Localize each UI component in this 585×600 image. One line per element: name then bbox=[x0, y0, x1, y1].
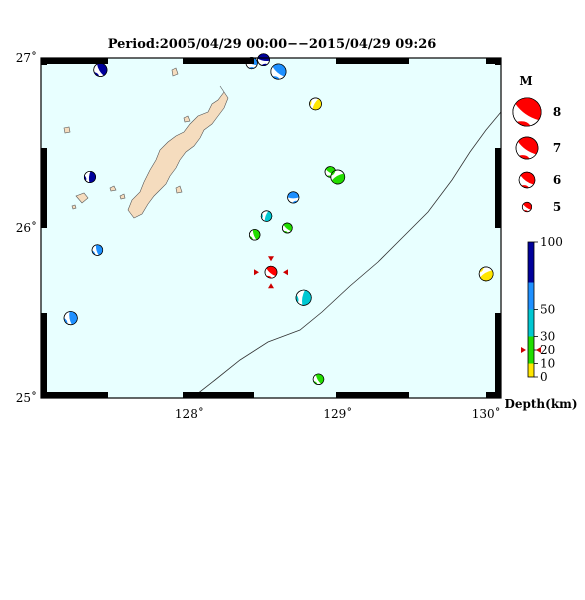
frame-segment-top bbox=[41, 58, 108, 64]
magnitude-legend: M 8 7 6 5 bbox=[512, 74, 561, 214]
frame-segment-top bbox=[336, 58, 409, 64]
kume-island bbox=[75, 192, 89, 204]
magnitude-legend-items: 8 7 6 5 bbox=[512, 97, 561, 214]
depth-pointer bbox=[521, 347, 526, 353]
magnitude-legend-symbol bbox=[515, 136, 539, 160]
small-island-4 bbox=[109, 185, 117, 192]
event-beachball bbox=[260, 210, 273, 222]
lat-tick-label: 25˚ bbox=[16, 390, 37, 405]
lat-tick-label: 27˚ bbox=[16, 50, 37, 65]
lon-tick-label: 129˚ bbox=[323, 406, 352, 421]
event-beachball bbox=[295, 289, 312, 306]
period-title: Period:2005/04/29 00:00−−2015/04/29 09:2… bbox=[108, 37, 437, 52]
event-beachball bbox=[257, 53, 270, 67]
event-beachball bbox=[309, 97, 322, 111]
depth-band bbox=[528, 336, 534, 364]
magnitude-legend-label: 6 bbox=[553, 173, 561, 187]
depth-band bbox=[528, 282, 534, 310]
magnitude-legend-label: 8 bbox=[553, 105, 561, 119]
magnitude-legend-symbol bbox=[521, 201, 533, 213]
land-masses bbox=[63, 67, 229, 219]
depth-color-bar bbox=[527, 241, 535, 378]
depth-tick-label: 50 bbox=[540, 303, 555, 317]
sea-area bbox=[41, 58, 501, 398]
magnitude-legend-label: 5 bbox=[553, 200, 561, 214]
highlight-markers bbox=[254, 256, 288, 289]
lat-tick-label: 26˚ bbox=[16, 220, 37, 235]
depth-band bbox=[528, 309, 534, 337]
frame-segment-bottom bbox=[183, 392, 254, 398]
event-beachball bbox=[478, 266, 494, 282]
magnitude-legend-label: 7 bbox=[553, 141, 561, 155]
frame-segment-right bbox=[495, 313, 501, 398]
magnitude-legend-title: M bbox=[519, 74, 532, 88]
frame-segment-left bbox=[41, 313, 47, 398]
magnitude-legend-symbol bbox=[512, 97, 542, 127]
depth-tick-label: 30 bbox=[540, 330, 555, 344]
lon-tick-label: 128˚ bbox=[175, 406, 204, 421]
event-beachball bbox=[264, 265, 278, 279]
event-beachball bbox=[63, 311, 78, 326]
map-panel: 27˚ 26˚ 25˚ 128˚ 129˚ 130˚ bbox=[16, 50, 502, 421]
event-beachball bbox=[312, 373, 325, 385]
axis-labels: 27˚ 26˚ 25˚ 128˚ 129˚ 130˚ bbox=[16, 50, 501, 421]
okinawa-island bbox=[127, 85, 229, 219]
depth-tick-label: 100 bbox=[540, 235, 563, 249]
trench-line bbox=[191, 111, 502, 399]
frame-segment-bottom bbox=[41, 392, 108, 398]
frame-segment-left bbox=[41, 148, 47, 228]
small-island-1 bbox=[63, 126, 71, 134]
depth-tick-label: 20 bbox=[540, 343, 555, 357]
highlight-marker bbox=[268, 283, 274, 289]
events-layer bbox=[63, 53, 494, 385]
depth-band bbox=[528, 363, 534, 377]
event-beachball bbox=[281, 222, 293, 234]
event-beachball bbox=[270, 63, 287, 80]
frame-segment-bottom bbox=[336, 392, 409, 398]
event-beachball bbox=[93, 62, 108, 77]
small-island-5 bbox=[175, 185, 183, 194]
highlight-marker bbox=[268, 256, 274, 262]
highlight-marker bbox=[283, 269, 288, 276]
event-beachball bbox=[91, 244, 104, 256]
frame-segment-bottom bbox=[486, 392, 501, 398]
lon-tick-label: 130˚ bbox=[472, 406, 501, 421]
frame-ticks bbox=[41, 58, 501, 398]
frame-segment-left bbox=[41, 58, 47, 65]
small-island-2 bbox=[171, 67, 179, 77]
highlight-marker bbox=[254, 269, 259, 276]
depth-band bbox=[528, 242, 534, 283]
magnitude-legend-symbol bbox=[518, 171, 536, 189]
small-island-3 bbox=[183, 115, 191, 123]
event-beachball bbox=[83, 170, 96, 184]
small-island-6 bbox=[119, 193, 126, 200]
frame-segment-right bbox=[495, 148, 501, 228]
event-beachball bbox=[248, 229, 261, 241]
depth-tick-label: 0 bbox=[540, 370, 548, 384]
depth-pointer bbox=[536, 347, 541, 353]
event-beachball bbox=[287, 191, 300, 204]
frame-segment-top bbox=[486, 58, 501, 64]
frame-segment-right bbox=[495, 58, 501, 65]
event-beachball bbox=[330, 169, 346, 185]
depth-scale-label: Depth(km) bbox=[504, 397, 577, 411]
small-island-7 bbox=[71, 204, 77, 210]
frame-segment-top bbox=[183, 58, 254, 64]
depth-tick-label: 10 bbox=[540, 357, 555, 371]
